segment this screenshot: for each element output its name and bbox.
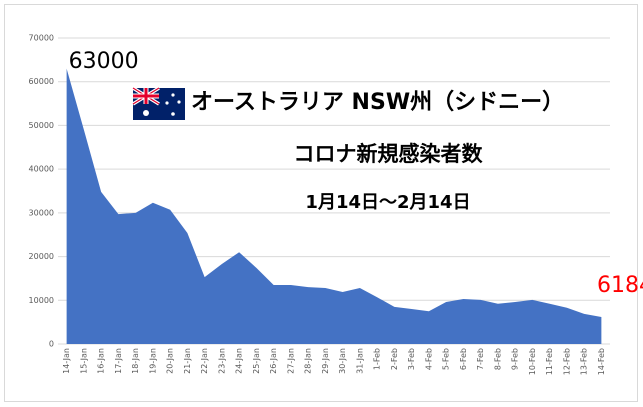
x-tick-label: 14-Feb <box>597 348 606 375</box>
x-tick-label: 25-Jan <box>252 348 261 374</box>
x-tick-label: 21-Jan <box>183 348 192 374</box>
x-tick-label: 23-Jan <box>217 348 226 374</box>
x-tick-label: 26-Jan <box>269 348 278 374</box>
x-tick-label: 30-Jan <box>338 348 347 374</box>
x-tick-label: 24-Jan <box>235 348 244 374</box>
area <box>66 68 602 344</box>
x-tick-label: 19-Jan <box>148 348 157 374</box>
x-tick-label: 5-Feb <box>442 348 451 370</box>
x-tick-label: 13-Feb <box>580 348 589 375</box>
x-tick-label: 29-Jan <box>321 348 330 374</box>
y-tick-label: 10000 <box>29 296 54 305</box>
x-tick-label: 3-Feb <box>407 348 416 370</box>
data-label: 6184 <box>597 273 643 298</box>
chart-subtitle: コロナ新規感染者数 <box>294 142 484 166</box>
x-tick-label: 20-Jan <box>166 348 175 374</box>
y-tick-label: 50000 <box>29 121 54 130</box>
x-tick-label: 10-Feb <box>528 348 537 375</box>
x-tick-label: 6-Feb <box>459 348 468 370</box>
plot <box>66 68 602 344</box>
x-tick-label: 22-Jan <box>200 348 209 374</box>
data-label: 63000 <box>69 49 139 74</box>
x-tick-label: 2-Feb <box>390 348 399 370</box>
x-tick-label: 14-Jan <box>62 348 71 374</box>
y-tick-label: 60000 <box>29 77 54 86</box>
x-tick-label: 7-Feb <box>476 348 485 370</box>
x-tick-label: 4-Feb <box>424 348 433 370</box>
y-tick-label: 30000 <box>29 208 54 217</box>
flag <box>132 86 185 120</box>
y-tick-label: 20000 <box>29 252 54 261</box>
x-tick-label: 17-Jan <box>114 348 123 374</box>
x-tick-label: 28-Jan <box>304 348 313 374</box>
y-tick-label: 70000 <box>29 34 54 43</box>
x-tick-label: 9-Feb <box>511 348 520 370</box>
chart-period: 1月14日～2月14日 <box>305 192 470 213</box>
y-tick-label: 40000 <box>29 165 54 174</box>
x-tick-label: 31-Jan <box>355 348 364 374</box>
x-tick-label: 15-Jan <box>79 348 88 374</box>
x-tick-label: 16-Jan <box>97 348 106 374</box>
y-tick-label: 0 <box>49 340 54 349</box>
x-tick-label: 11-Feb <box>545 348 554 375</box>
x-tick-label: 8-Feb <box>493 348 502 370</box>
x-tick-label: 18-Jan <box>131 348 140 374</box>
x-tick-label: 12-Feb <box>562 348 571 375</box>
x-tick-label: 1-Feb <box>373 348 382 370</box>
x-tick-label: 27-Jan <box>286 348 295 374</box>
chart-title: オーストラリア NSW州（シドニー） <box>191 90 564 115</box>
